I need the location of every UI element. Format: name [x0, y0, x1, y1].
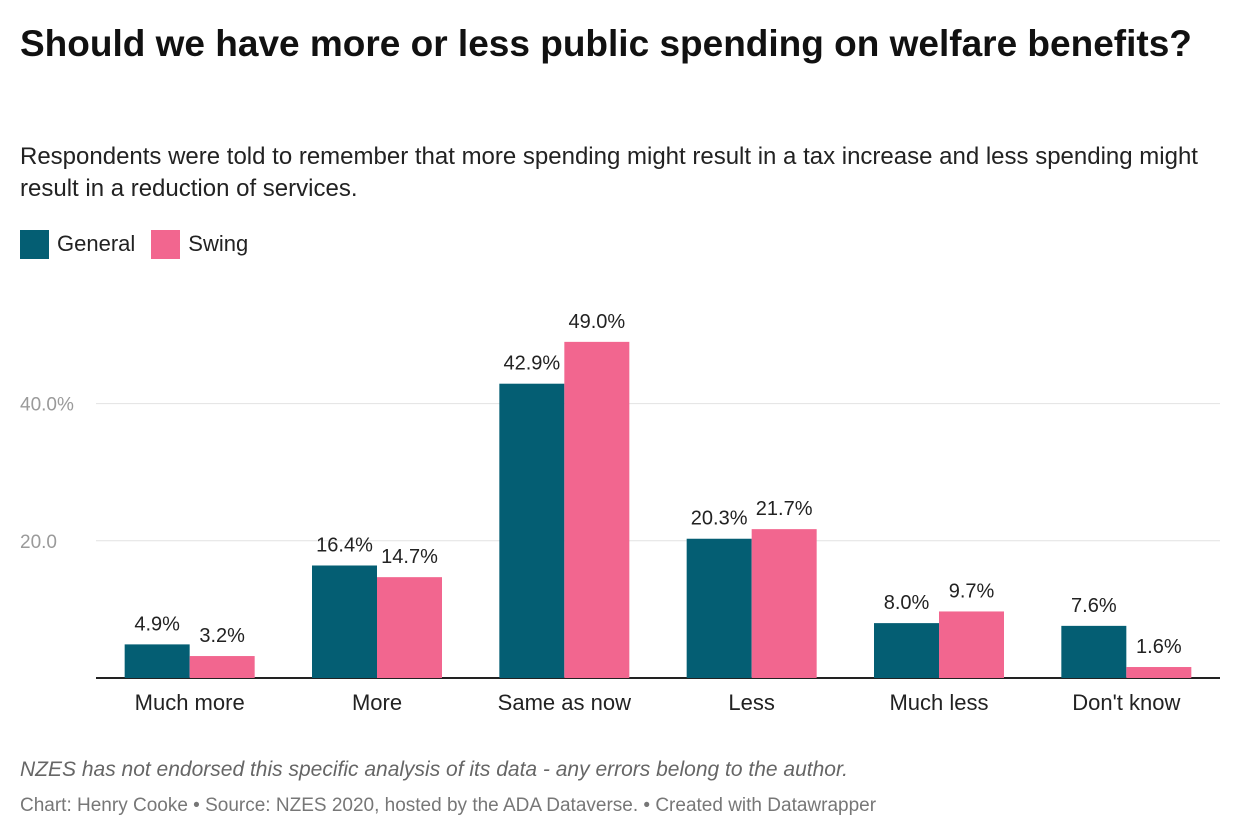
value-label: 7.6%	[1071, 595, 1117, 617]
legend-item-swing: Swing	[151, 229, 248, 259]
value-label: 4.9%	[134, 613, 180, 635]
bar-swing	[377, 577, 442, 678]
chart-note: NZES has not endorsed this specific anal…	[20, 758, 848, 781]
x-tick-label: Same as now	[498, 690, 631, 715]
bar-swing	[1126, 667, 1192, 678]
x-tick-label: Don't know	[1072, 690, 1180, 715]
chart-title: Should we have more or less public spend…	[20, 23, 1192, 64]
value-label: 16.4%	[316, 534, 373, 556]
value-label: 42.9%	[503, 353, 560, 375]
legend-label-swing: Swing	[188, 231, 249, 256]
value-label: 9.7%	[949, 580, 995, 602]
x-tick-label: More	[352, 690, 402, 715]
bar-swing	[939, 611, 1004, 678]
bar-chart: 20.0 40.0% 4.9% 3.2% Much more 16.4% 14.7% Mor…	[20, 311, 1220, 715]
value-label: 8.0%	[884, 592, 930, 614]
bar-general	[1061, 625, 1127, 678]
value-label: 3.2%	[199, 625, 245, 647]
chart-credits: Chart: Henry Cooke • Source: NZES 2020, …	[20, 795, 877, 816]
x-tick-label: Much more	[135, 690, 245, 715]
y-tick-label: 40.0%	[20, 395, 74, 416]
bar-general	[124, 644, 190, 678]
bar-general	[874, 623, 939, 678]
legend: General Swing	[20, 229, 264, 259]
value-label: 20.3%	[691, 508, 748, 530]
bar-swing	[189, 656, 255, 678]
legend-swatch-general	[20, 229, 49, 259]
bar-swing	[564, 341, 630, 678]
chart-subtitle: Respondents were told to remember that m…	[20, 143, 1198, 202]
value-label: 1.6%	[1136, 636, 1182, 658]
value-label: 14.7%	[381, 546, 438, 568]
bar-general	[686, 538, 752, 678]
legend-label-general: General	[57, 231, 136, 256]
legend-item-general: General	[20, 229, 135, 259]
x-tick-label: Less	[728, 690, 774, 715]
value-label: 49.0%	[568, 311, 625, 333]
bar-general	[312, 565, 377, 678]
value-label: 21.7%	[756, 498, 813, 520]
legend-swatch-swing	[151, 229, 181, 259]
bar-general	[499, 383, 565, 678]
bar-swing	[751, 529, 817, 678]
x-tick-label: Much less	[889, 690, 988, 715]
y-tick-label: 20.0	[20, 532, 57, 553]
